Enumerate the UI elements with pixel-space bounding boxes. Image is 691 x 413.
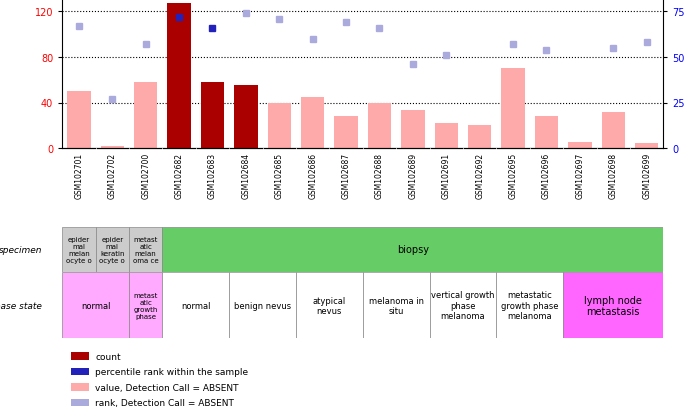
Text: atypical
nevus: atypical nevus (313, 296, 346, 315)
Bar (167, 5, 191, 149)
Text: GSM102696: GSM102696 (542, 152, 551, 199)
Text: benign nevus: benign nevus (234, 301, 291, 310)
Text: count: count (95, 352, 121, 361)
Bar (267, 103, 291, 149)
Text: GSM102682: GSM102682 (175, 152, 184, 199)
Text: GSM102701: GSM102701 (75, 152, 84, 199)
Text: melanoma in
situ: melanoma in situ (369, 296, 424, 315)
Bar (229, 273, 296, 339)
Text: GSM102699: GSM102699 (642, 152, 651, 199)
Bar (162, 227, 663, 273)
Text: metastatic
growth phase
melanoma: metastatic growth phase melanoma (501, 291, 558, 320)
Text: metast
atic
melan
oma ce: metast atic melan oma ce (133, 236, 158, 263)
Bar (71, 352, 89, 360)
Bar (363, 273, 430, 339)
Bar (401, 111, 424, 149)
Text: GSM102688: GSM102688 (375, 152, 384, 199)
Bar (162, 273, 229, 339)
Text: GSM102689: GSM102689 (408, 152, 417, 199)
Bar (129, 273, 162, 339)
Text: GSM102687: GSM102687 (341, 152, 350, 199)
Bar (496, 273, 563, 339)
Bar (234, 86, 258, 149)
Bar (301, 97, 324, 149)
Bar (468, 126, 491, 149)
Text: GSM102697: GSM102697 (576, 152, 585, 199)
Bar (635, 144, 659, 149)
Text: GSM102685: GSM102685 (275, 152, 284, 199)
Bar (101, 147, 124, 149)
Bar (71, 368, 89, 375)
Bar (535, 117, 558, 149)
Text: lymph node
metastasis: lymph node metastasis (585, 295, 642, 316)
Bar (296, 273, 363, 339)
Bar (602, 112, 625, 149)
Text: GSM102692: GSM102692 (475, 152, 484, 199)
Bar (71, 383, 89, 391)
Text: GSM102686: GSM102686 (308, 152, 317, 199)
Text: GSM102700: GSM102700 (141, 152, 150, 199)
Text: GSM102698: GSM102698 (609, 152, 618, 199)
Text: GSM102691: GSM102691 (442, 152, 451, 199)
Text: value, Detection Call = ABSENT: value, Detection Call = ABSENT (95, 383, 239, 392)
Bar (563, 273, 663, 339)
Text: GSM102702: GSM102702 (108, 152, 117, 199)
Bar (568, 143, 591, 149)
Bar (62, 227, 95, 273)
Text: metast
atic
growth
phase: metast atic growth phase (133, 292, 158, 319)
Bar (430, 273, 496, 339)
Text: GSM102695: GSM102695 (509, 152, 518, 199)
Bar (129, 227, 162, 273)
Bar (95, 227, 129, 273)
Bar (368, 103, 391, 149)
Bar (71, 399, 89, 406)
Bar (334, 117, 358, 149)
Bar (435, 124, 458, 149)
Text: GSM102684: GSM102684 (241, 152, 250, 199)
Text: rank, Detection Call = ABSENT: rank, Detection Call = ABSENT (95, 398, 234, 407)
Text: disease state: disease state (0, 301, 42, 310)
Bar (67, 92, 91, 149)
Text: GSM102683: GSM102683 (208, 152, 217, 199)
Bar (62, 273, 129, 339)
Text: epider
mal
keratin
ocyte o: epider mal keratin ocyte o (100, 236, 125, 263)
Text: percentile rank within the sample: percentile rank within the sample (95, 367, 248, 376)
Text: vertical growth
phase
melanoma: vertical growth phase melanoma (431, 291, 495, 320)
Text: normal: normal (81, 301, 111, 310)
Bar (502, 69, 524, 149)
Bar (134, 83, 158, 149)
Text: biopsy: biopsy (397, 245, 429, 255)
Text: epider
mal
melan
ocyte o: epider mal melan ocyte o (66, 236, 92, 263)
Text: normal: normal (181, 301, 211, 310)
Text: specimen: specimen (0, 245, 42, 254)
Bar (201, 83, 224, 149)
